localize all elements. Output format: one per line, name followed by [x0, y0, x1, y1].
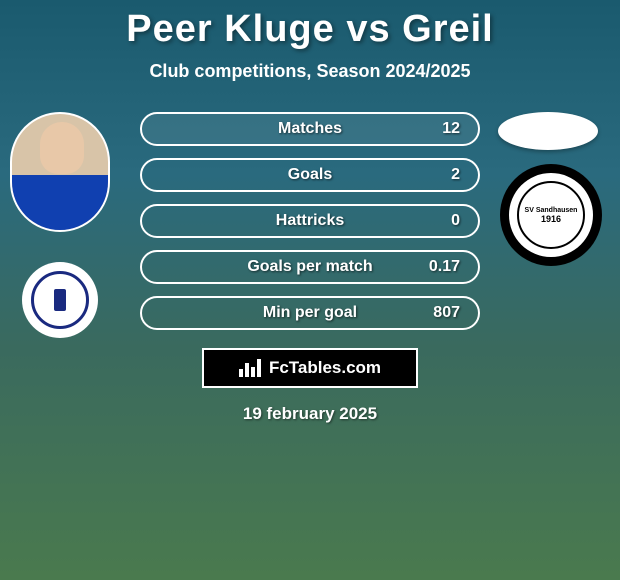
stat-right-mpg: 807	[420, 304, 460, 322]
stat-label-goals: Goals	[288, 166, 332, 184]
player-club-badge-left	[22, 262, 98, 338]
page-title: Peer Kluge vs Greil	[0, 0, 620, 51]
club-right-year: 1916	[541, 214, 561, 224]
page-subtitle: Club competitions, Season 2024/2025	[0, 61, 620, 82]
stat-right-hattricks: 0	[420, 212, 460, 230]
branding-badge: FcTables.com	[202, 348, 418, 388]
stat-row-goals: Goals 2	[140, 158, 480, 192]
stat-label-hattricks: Hattricks	[276, 212, 344, 230]
club-right-name: SV Sandhausen	[525, 207, 578, 214]
stat-row-mpg: Min per goal 807	[140, 296, 480, 330]
stat-label-gpm: Goals per match	[247, 258, 372, 276]
stat-right-gpm: 0.17	[420, 258, 460, 276]
stat-row-matches: Matches 12	[140, 112, 480, 146]
stat-label-matches: Matches	[278, 120, 342, 138]
stat-right-goals: 2	[420, 166, 460, 184]
chart-bars-icon	[239, 359, 261, 377]
stats-area: SV Sandhausen 1916 Matches 12 Goals 2 Ha…	[0, 112, 620, 330]
stat-row-gpm: Goals per match 0.17	[140, 250, 480, 284]
player-club-badge-right: SV Sandhausen 1916	[500, 164, 602, 266]
stat-right-matches: 12	[420, 120, 460, 138]
player-photo-right	[498, 112, 598, 150]
branding-text: FcTables.com	[269, 358, 381, 378]
stat-label-mpg: Min per goal	[263, 304, 357, 322]
stat-row-hattricks: Hattricks 0	[140, 204, 480, 238]
player-photo-left	[10, 112, 110, 232]
snapshot-date: 19 february 2025	[0, 404, 620, 424]
